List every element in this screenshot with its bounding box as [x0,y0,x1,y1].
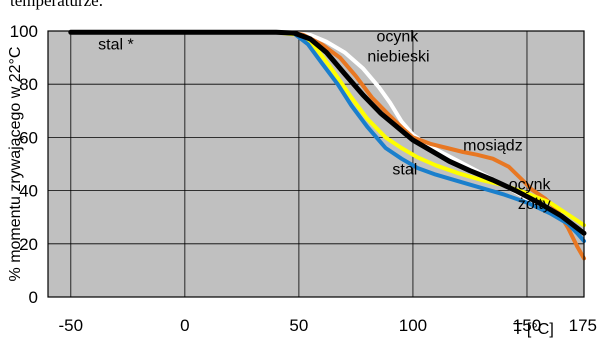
x-tick-label-3: 100 [399,316,427,335]
plot-border [47,30,585,298]
y-tick-label-3: 60 [19,128,38,147]
y-tick-label-1: 20 [19,235,38,254]
series-line-4 [68,29,587,236]
plot-area [48,31,584,297]
x-axis-title: T [°C] [513,321,554,338]
x-tick-label-1: 0 [180,316,189,335]
y-tick-label-5: 100 [10,22,38,41]
plot-group: stal * ocynk niebieski mosiądz stal ocynk żółt… [47,29,587,298]
header-text: temperaturze. [10,0,103,10]
x-tick-label-2: 50 [289,316,308,335]
y-tick-label-0: 0 [29,288,38,307]
annotation-6: żółty [518,196,551,213]
annotation-5: ocynk [509,176,552,193]
y-tick-label-2: 40 [19,182,38,201]
annotation-group: stal * ocynk niebieski mosiądz stal ocynk żółt… [98,29,551,214]
annotation-0: stal * [98,37,134,54]
y-axis-title: % momentu zrywającego w 22°C [7,47,24,282]
y-tick-labels: 0 20 40 60 80 100 [10,22,38,307]
annotation-4: stal [392,162,417,179]
y-tick-label-4: 80 [19,75,38,94]
annotation-2: niebieski [367,49,429,66]
x-tick-label-4: 150 [513,316,541,335]
x-tick-labels: -50 0 50 100 150 175 [59,316,597,335]
annotation-3: mosiądz [463,138,523,155]
annotation-1: ocynk [376,29,419,46]
series-group [68,29,587,261]
x-tick-label-0: -50 [59,316,84,335]
x-tick-label-5: 175 [569,316,597,335]
